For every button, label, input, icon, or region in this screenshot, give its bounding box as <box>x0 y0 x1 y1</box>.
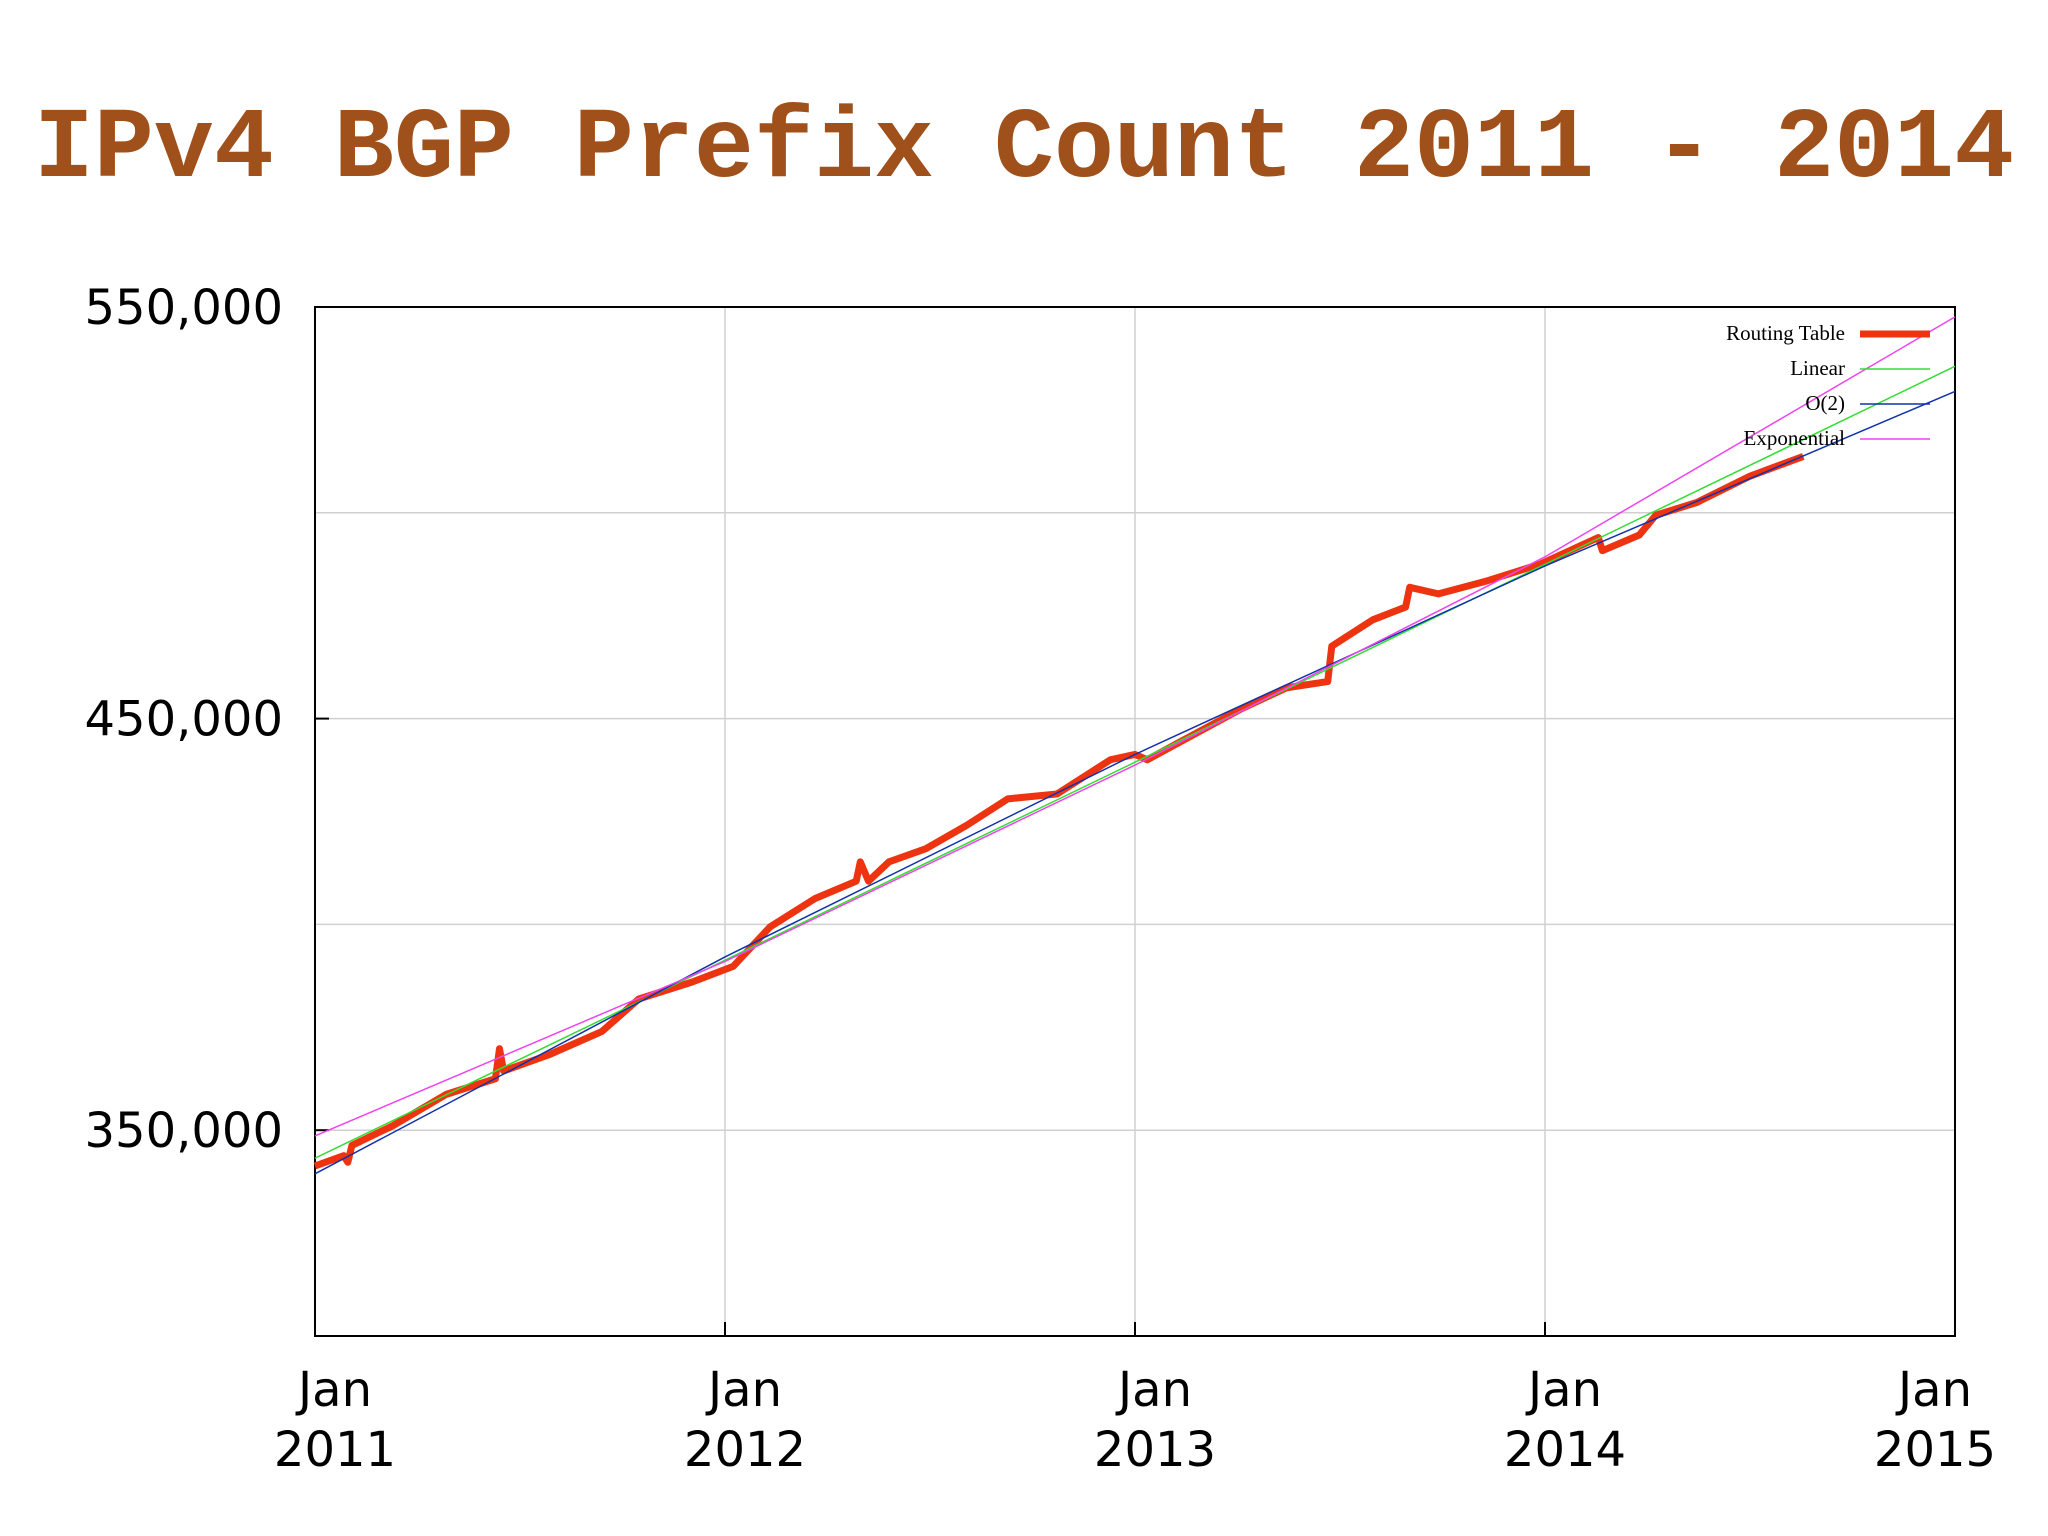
chart-title: IPv4 BGP Prefix Count 2011 - 2014 <box>34 94 2014 207</box>
series-line <box>314 365 1956 1159</box>
legend-label: O(2) <box>1805 391 1845 415</box>
series-line <box>314 316 1956 1137</box>
x-tick-label: Jan 2013 <box>1093 1362 1217 1478</box>
x-tick-label: Jan 2011 <box>273 1362 397 1478</box>
legend-label: Routing Table <box>1726 321 1845 345</box>
y-tick-label: 350,000 <box>85 1103 284 1159</box>
x-tick-label: Jan 2012 <box>683 1362 807 1478</box>
legend-label: Exponential <box>1744 426 1846 450</box>
x-tick-label: Jan 2015 <box>1873 1362 1997 1478</box>
series-line <box>313 453 1805 1170</box>
y-tick-label: 550,000 <box>85 280 284 336</box>
legend-label: Linear <box>1790 356 1845 380</box>
series-line <box>314 390 1956 1175</box>
x-tick-label: Jan 2014 <box>1503 1362 1627 1478</box>
y-tick-label: 450,000 <box>85 692 284 748</box>
